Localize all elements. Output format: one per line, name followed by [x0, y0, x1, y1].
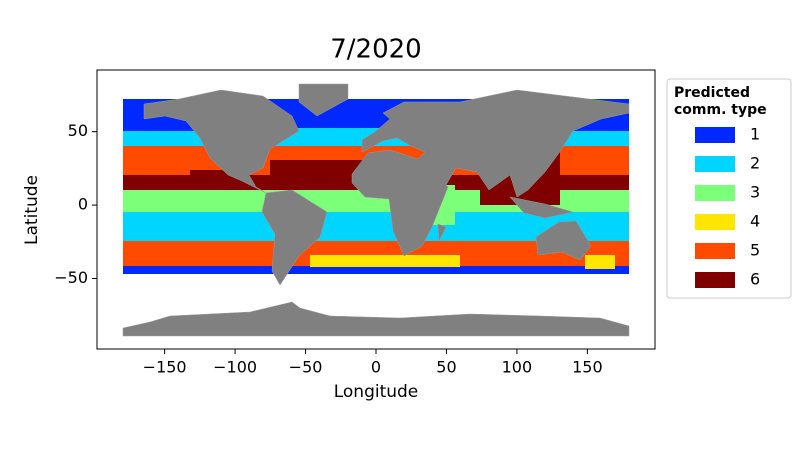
greenland — [298, 83, 349, 117]
legend-label: 1 — [750, 125, 760, 144]
y-tick-label: 0 — [78, 195, 88, 214]
x-tick-label: 50 — [436, 358, 456, 377]
x-tick-label: −50 — [289, 358, 323, 377]
legend-title: comm. type — [674, 102, 767, 118]
x-axis-label: Longitude — [334, 382, 419, 402]
region — [123, 266, 629, 274]
y-tick-label: −50 — [54, 268, 88, 287]
x-tick-label: 100 — [502, 358, 533, 377]
land — [122, 83, 630, 337]
legend-swatch — [695, 214, 735, 230]
y-axis-label: Latitude — [22, 175, 42, 245]
legend-swatch — [695, 272, 735, 288]
x-tick-label: −150 — [143, 358, 187, 377]
legend-swatch — [695, 156, 735, 172]
legend-label: 4 — [750, 212, 760, 231]
y-tick-label: 50 — [68, 121, 88, 140]
region — [585, 255, 615, 269]
legend-swatch — [695, 127, 735, 143]
x-tick-label: 0 — [371, 358, 381, 377]
x-tick-label: 150 — [572, 358, 603, 377]
legend-label: 3 — [750, 183, 760, 202]
maritime-asia — [509, 196, 574, 219]
north-america — [143, 89, 300, 194]
legend-swatch — [695, 185, 735, 201]
antarctica — [122, 301, 630, 337]
region — [310, 255, 460, 267]
australia — [535, 220, 592, 261]
legend-title: Predicted — [674, 85, 750, 101]
eurasia-africa — [351, 89, 630, 257]
legend-label: 6 — [750, 270, 760, 289]
legend-label: 5 — [750, 241, 760, 260]
madagascar — [437, 223, 447, 242]
x-tick-label: −100 — [213, 358, 257, 377]
chart-title: 7/2020 — [330, 35, 421, 65]
south-america — [261, 189, 328, 286]
legend-swatch — [695, 243, 735, 259]
legend-label: 2 — [750, 154, 760, 173]
